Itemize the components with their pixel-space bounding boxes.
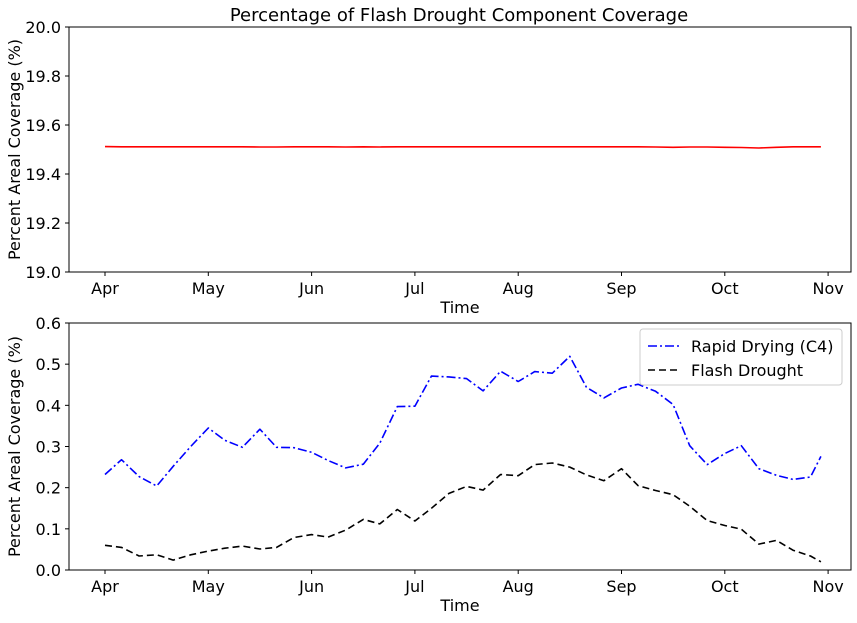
- x-tick-label: Oct: [711, 279, 739, 298]
- x-tick-label: Nov: [812, 279, 843, 298]
- series-line-2: [104, 462, 822, 563]
- y-tick-label: 0.0: [36, 561, 61, 580]
- y-axis-label: Percent Areal Coverage (%): [5, 39, 24, 260]
- x-tick-label: Jul: [404, 577, 424, 596]
- y-tick-label: 0.4: [36, 396, 61, 415]
- plot-frame: [68, 26, 852, 273]
- series-line-1: [104, 145, 821, 149]
- x-tick-label: Apr: [91, 577, 119, 596]
- panel-1: Apr May Jun Jul Aug Sep Oct Nov 19.0 19.2 19.4 19.6…: [5, 18, 852, 317]
- x-tick-label: Jun: [298, 577, 324, 596]
- y-tick-label: 19.8: [25, 67, 61, 86]
- x-tick-label: Oct: [711, 577, 739, 596]
- y-tick-label: 20.0: [25, 18, 61, 37]
- series-line-1: [104, 355, 822, 487]
- y-tick-label: 0.1: [36, 520, 61, 539]
- y-tick-label: 0.3: [36, 438, 61, 457]
- x-tick-label: Jul: [404, 279, 424, 298]
- y-tick-label: 19.4: [25, 165, 61, 184]
- x-tick-label: Nov: [812, 577, 843, 596]
- y-tick-label: 19.2: [25, 214, 61, 233]
- legend-label: Rapid Drying (C4): [691, 337, 833, 356]
- x-tick-label: Sep: [606, 577, 636, 596]
- legend-box: [639, 328, 843, 386]
- x-tick-label: May: [192, 279, 225, 298]
- x-tick-label: Sep: [606, 279, 636, 298]
- y-tick-label: 0.6: [36, 314, 61, 333]
- x-tick-label: Apr: [91, 279, 119, 298]
- figure-title: Percentage of Flash Drought Component Co…: [230, 5, 688, 26]
- x-axis-label: Time: [439, 298, 479, 317]
- x-tick-label: May: [192, 577, 225, 596]
- panel-2: Apr May Jun Jul Aug Sep Oct Nov 0.0 0.1 0.2 0.3 0.4 0…: [5, 314, 852, 615]
- legend: Rapid Drying (C4) Flash Drought: [639, 328, 843, 386]
- x-tick-label: Jun: [298, 279, 324, 298]
- x-tick-label: Aug: [503, 279, 534, 298]
- y-tick-label: 19.6: [25, 116, 61, 135]
- legend-label: Flash Drought: [691, 361, 803, 380]
- y-tick-label: 0.2: [36, 479, 61, 498]
- y-axis-label: Percent Areal Coverage (%): [5, 336, 24, 557]
- y-tick-label: 19.0: [25, 263, 61, 282]
- x-axis-label: Time: [439, 596, 479, 615]
- x-tick-label: Aug: [503, 577, 534, 596]
- y-tick-label: 0.5: [36, 355, 61, 374]
